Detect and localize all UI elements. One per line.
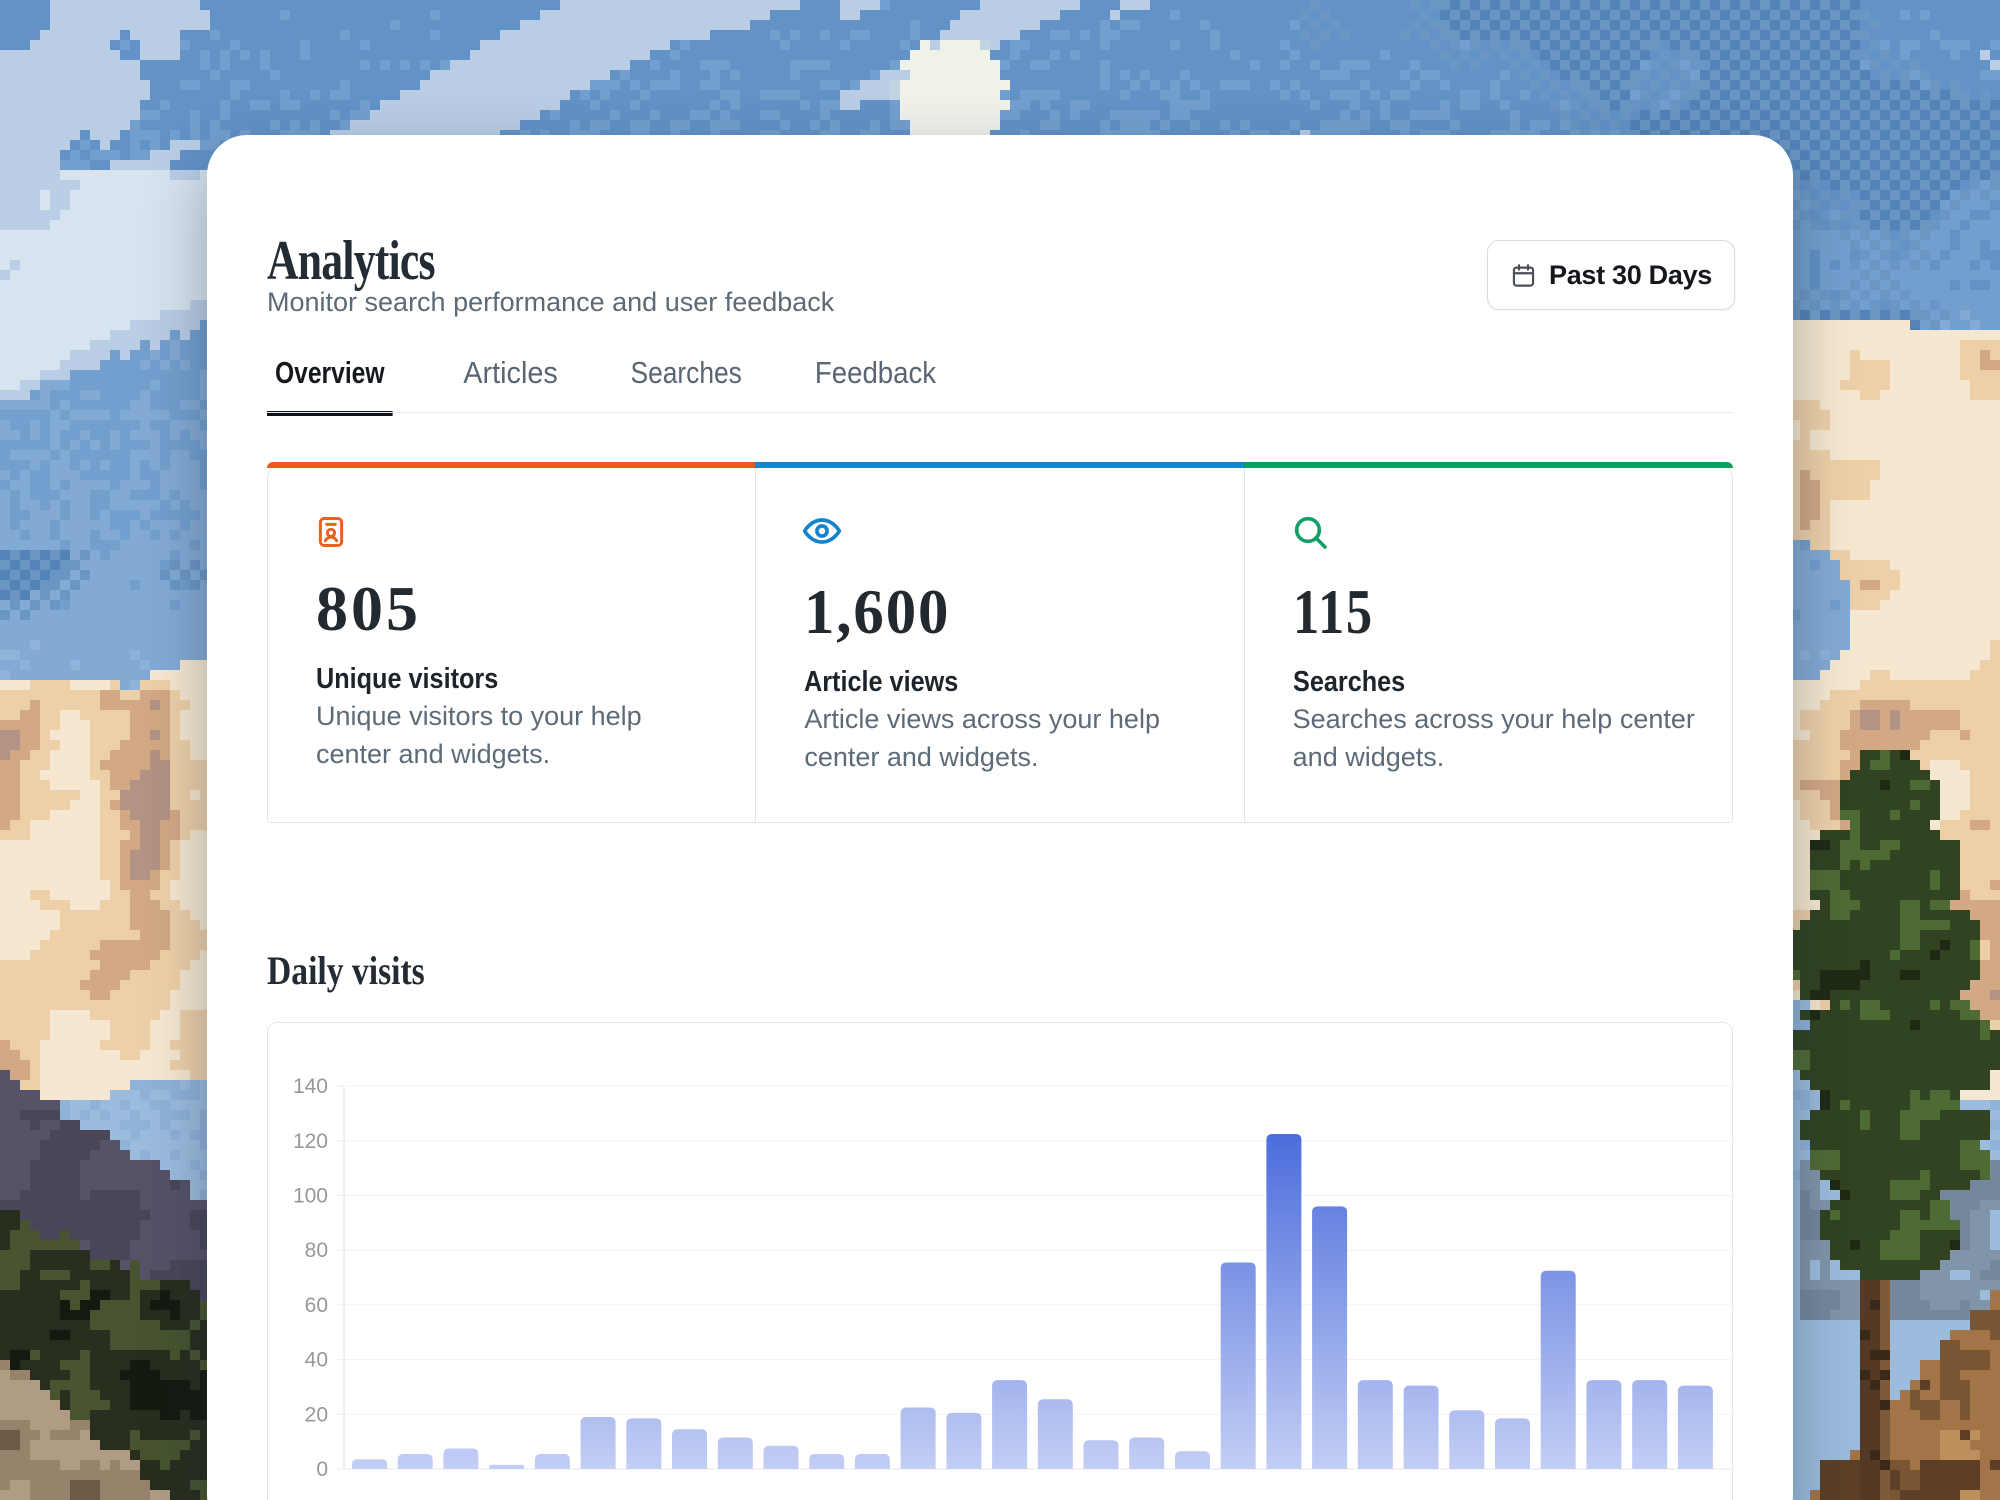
svg-text:80: 80 xyxy=(305,1239,328,1262)
svg-text:40: 40 xyxy=(305,1349,328,1372)
svg-text:100: 100 xyxy=(293,1185,328,1208)
svg-text:140: 140 xyxy=(293,1075,328,1098)
svg-text:20: 20 xyxy=(305,1403,328,1426)
svg-text:120: 120 xyxy=(293,1130,328,1153)
svg-text:0: 0 xyxy=(316,1458,328,1481)
svg-text:60: 60 xyxy=(305,1294,328,1317)
